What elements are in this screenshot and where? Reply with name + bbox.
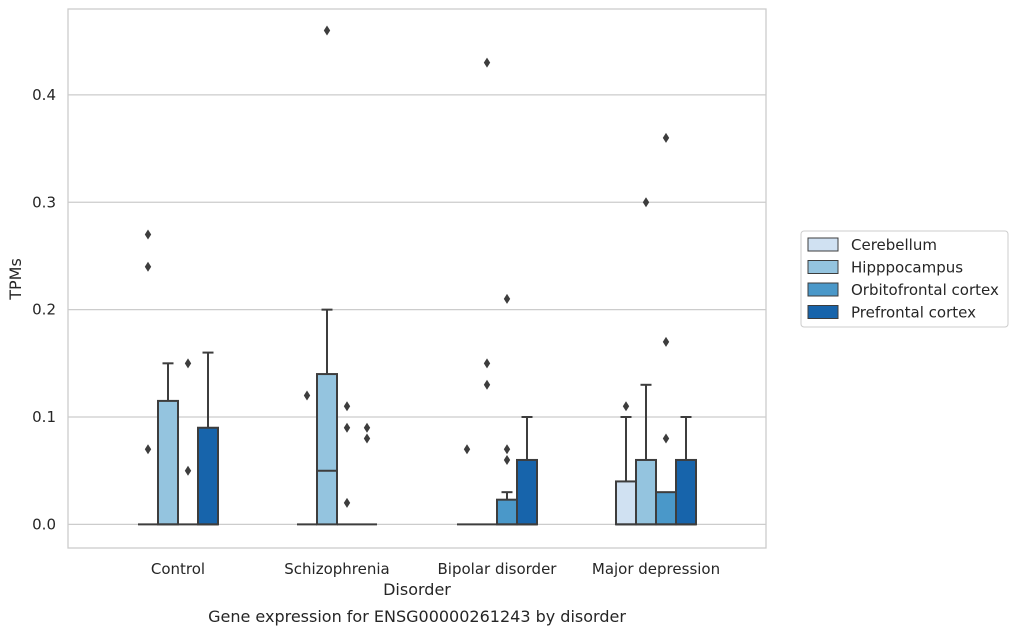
outlier-point — [503, 454, 511, 465]
legend: Cerebellum Hipppocampus Orbitofrontal cort… — [800, 230, 1009, 328]
y-tick-label: 0.4 — [32, 86, 56, 104]
x-tick-label: Control — [151, 560, 205, 578]
outlier-point — [303, 390, 311, 401]
outlier-point — [343, 401, 351, 412]
box — [615, 401, 637, 526]
y-axis-ticks: 0.0 0.1 0.2 0.3 0.4 — [32, 86, 56, 533]
outlier-point — [363, 433, 371, 444]
legend-label: Orbitofrontal cortex — [851, 281, 999, 299]
legend-swatch — [807, 260, 839, 274]
outlier-point — [662, 433, 670, 444]
outlier-point — [463, 444, 471, 455]
box-series — [138, 25, 697, 526]
legend-label: Cerebellum — [851, 236, 937, 254]
box — [357, 422, 377, 526]
outlier-point — [642, 197, 650, 208]
outlier-point — [144, 444, 152, 455]
x-axis-label: Disorder — [383, 580, 451, 599]
box — [157, 362, 179, 526]
y-tick-label: 0.3 — [32, 193, 56, 211]
box — [197, 351, 219, 526]
box-body — [675, 458, 697, 526]
outlier-point — [483, 379, 491, 390]
x-tick-label: Major depression — [592, 560, 720, 578]
box-body — [615, 480, 637, 526]
plot-frame — [67, 8, 767, 549]
box-body — [157, 399, 179, 526]
box-body — [655, 491, 677, 526]
box — [337, 401, 357, 526]
outlier-point — [662, 132, 670, 143]
box — [457, 444, 477, 526]
outlier-point — [323, 25, 331, 36]
y-tick-label: 0.1 — [32, 408, 56, 426]
box — [297, 390, 317, 526]
box — [496, 293, 518, 526]
outlier-point — [662, 336, 670, 347]
box-body — [197, 426, 219, 526]
outlier-point — [343, 422, 351, 433]
box-body — [496, 498, 518, 526]
box — [138, 229, 158, 526]
box-body — [635, 458, 657, 526]
legend-swatch — [807, 282, 839, 297]
outlier-point — [363, 422, 371, 433]
y-tick-label: 0.2 — [32, 301, 56, 319]
series-orbitofrontal-cortex — [178, 132, 677, 526]
outlier-point — [144, 229, 152, 240]
outlier-point — [343, 497, 351, 508]
legend-frame — [800, 230, 1009, 328]
y-axis-label: TPMs — [6, 258, 25, 301]
outlier-point — [622, 401, 630, 412]
legend-label: Hipppocampus — [851, 259, 963, 277]
box — [477, 57, 497, 526]
legend-swatch — [807, 305, 839, 319]
y-tick-label: 0.0 — [32, 515, 56, 533]
box — [516, 416, 538, 526]
outlier-point — [483, 57, 491, 68]
x-tick-label: Schizophrenia — [284, 560, 389, 578]
chart-caption: Gene expression for ENSG00000261243 by d… — [208, 607, 626, 626]
outlier-point — [503, 444, 511, 455]
plot-background — [68, 9, 766, 548]
series-prefrontal-cortex — [197, 351, 697, 526]
x-axis-ticks: Control Schizophrenia Bipolar disorder Majo… — [151, 560, 720, 578]
box — [675, 416, 697, 526]
outlier-point — [503, 293, 511, 304]
x-tick-label: Bipolar disorder — [438, 560, 558, 578]
box-body — [316, 373, 338, 526]
legend-label: Prefrontal cortex — [851, 304, 976, 322]
outlier-point — [184, 358, 192, 369]
outlier-point — [483, 358, 491, 369]
box — [316, 25, 338, 526]
box — [178, 358, 198, 526]
legend-swatch — [807, 237, 839, 252]
outlier-point — [144, 261, 152, 272]
outlier-point — [184, 465, 192, 476]
series-cerebellum — [138, 229, 637, 526]
box-body — [516, 458, 538, 526]
